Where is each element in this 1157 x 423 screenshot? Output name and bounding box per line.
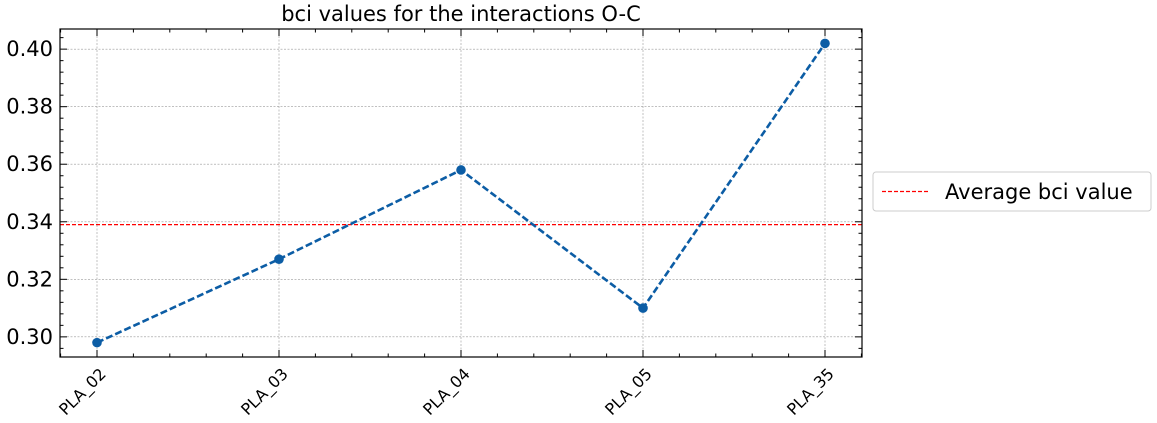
series-layer — [92, 38, 830, 348]
series-line — [96, 42, 827, 344]
data-point — [92, 337, 102, 348]
y-tick-label: 0.38 — [6, 95, 53, 119]
x-tick-label: PLA_35 — [783, 364, 838, 419]
x-tick-label: PLA_03 — [237, 364, 292, 419]
y-tick-label: 0.40 — [6, 37, 53, 61]
chart-title: bci values for the interactions O-C — [281, 2, 641, 26]
data-point — [274, 254, 284, 264]
data-point — [820, 38, 830, 49]
x-tick-label: PLA_02 — [55, 364, 110, 419]
data-point — [456, 165, 466, 175]
x-tick-label: PLA_04 — [419, 364, 474, 419]
data-point — [638, 303, 648, 313]
legend: Average bci value — [872, 171, 1152, 212]
y-tick-label: 0.34 — [6, 210, 53, 234]
y-tick-label: 0.36 — [6, 152, 53, 176]
legend-label-average: Average bci value — [945, 180, 1133, 204]
y-tick-label: 0.32 — [6, 267, 53, 291]
x-tick-label: PLA_05 — [601, 364, 656, 419]
legend-box — [872, 171, 1152, 212]
grid-layer — [60, 29, 862, 357]
y-tick-label: 0.30 — [6, 325, 53, 349]
